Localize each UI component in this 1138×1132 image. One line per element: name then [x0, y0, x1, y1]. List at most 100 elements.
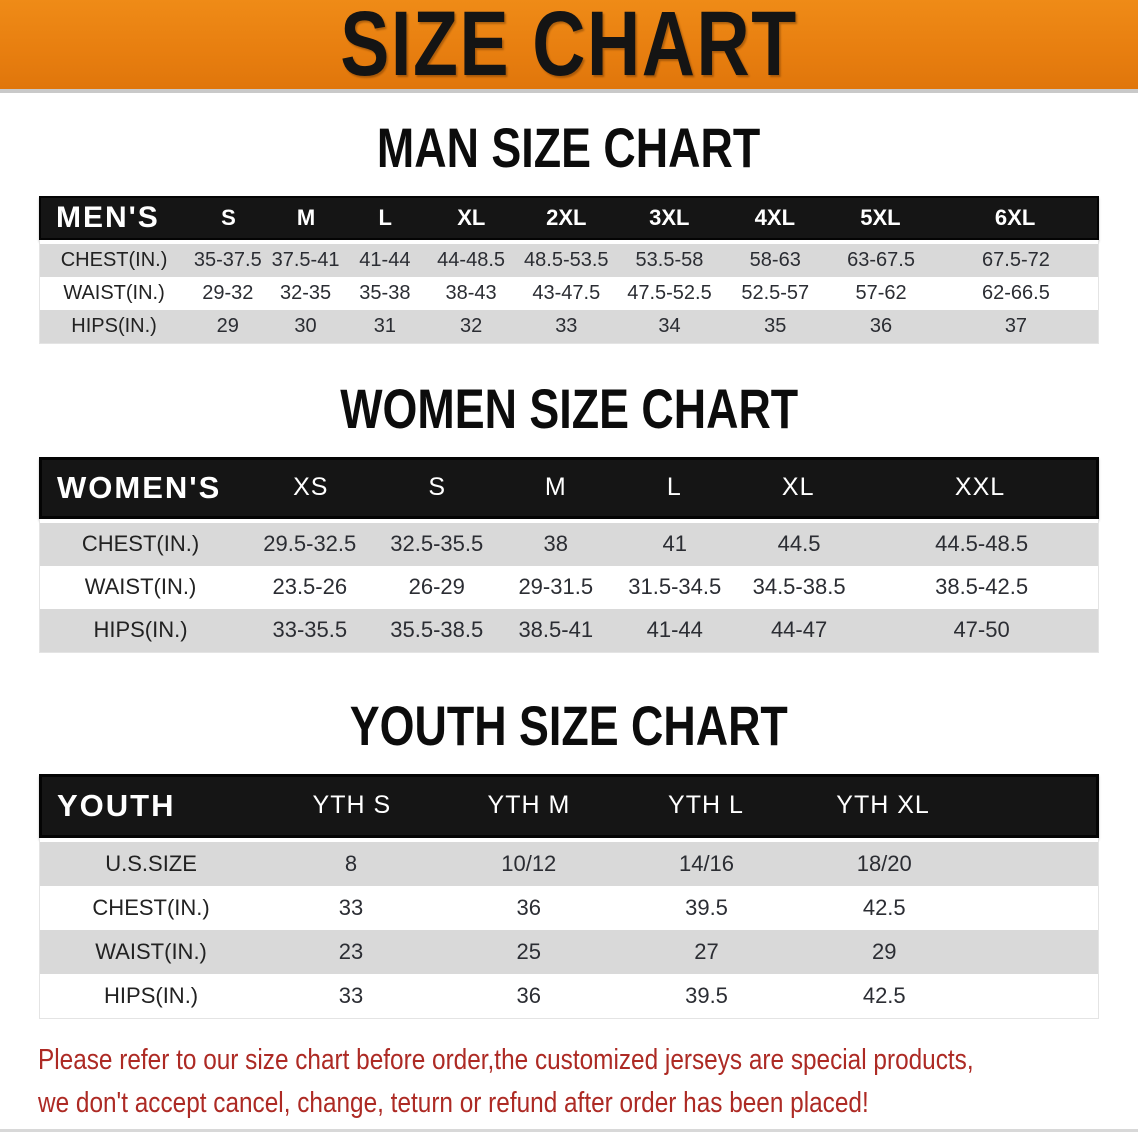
measurement-row-label: CHEST(IN.): [60, 248, 168, 271]
measurement-cell: 29: [872, 938, 897, 964]
measurement-cell: 38: [543, 531, 568, 557]
youth-table-header-row: YOUTH YTH S YTH M YTH L YTH XL: [39, 773, 1099, 838]
measurement-cell: 62-66.5: [982, 281, 1050, 304]
women-size-section: WOMEN SIZE CHART WOMEN'S XS S M L XL XXL CHEST…: [0, 376, 1138, 653]
measurement-cell: 10/12: [501, 850, 557, 876]
table-row: WAIST(IN.) 23 25 27 29: [40, 929, 1098, 974]
table-row: HIPS(IN.) 33-35.5 35.5-38.5 38.5-41 41-44 44-…: [40, 608, 1098, 652]
measurement-cell: 33: [555, 314, 578, 337]
disclaimer-line-2: we don't accept cancel, change, teturn o…: [38, 1087, 869, 1120]
measurement-row-label: CHEST(IN.): [92, 894, 210, 920]
measurement-cell: 25: [516, 938, 542, 964]
measurement-cell: 32: [459, 314, 483, 337]
measurement-cell: 35-37.5: [193, 248, 262, 271]
measurement-cell: 36: [869, 314, 893, 337]
page-title: SIZE CHART: [340, 0, 798, 96]
measurement-cell: 44.5: [777, 531, 821, 557]
size-column-header: 5XL: [860, 204, 901, 230]
measurement-cell: 53.5-58: [635, 248, 704, 271]
measurement-cell: 44-48.5: [437, 248, 506, 271]
table-group-label: MEN'S: [56, 200, 160, 234]
size-column-header: S: [428, 473, 447, 502]
table-row: HIPS(IN.) 29 30 31 32 33 34 35 36 37: [40, 309, 1098, 343]
measurement-cell: 33-35.5: [272, 617, 348, 643]
measurement-cell: 58-63: [749, 248, 801, 271]
women-table-body: CHEST(IN.) 29.5-32.5 32.5-35.5 38 41 44.5 44.5…: [39, 518, 1099, 653]
measurement-cell: 33: [338, 894, 364, 920]
size-column-header: M: [296, 204, 316, 230]
measurement-cell: 44-47: [770, 617, 828, 643]
measurement-cell: 42.5: [862, 894, 906, 920]
size-column-header: XXL: [954, 473, 1006, 502]
measurement-cell: 57-62: [855, 281, 907, 304]
size-column-header: XS: [293, 473, 329, 502]
measurement-cell: 23: [338, 938, 364, 964]
measurement-cell: 18/20: [856, 850, 912, 876]
women-size-table: WOMEN'S XS S M L XL XXL CHEST(IN.) 29.5-32.5 32.…: [39, 456, 1099, 653]
table-row: CHEST(IN.) 29.5-32.5 32.5-35.5 38 41 44.5 44.5…: [40, 522, 1098, 566]
measurement-row-label: HIPS(IN.): [93, 617, 188, 643]
size-column-header: YTH S: [312, 791, 392, 820]
men-size-table: MEN'S S M L XL 2XL 3XL 4XL 5XL 6XL CHEST(IN.) 35-3…: [39, 195, 1099, 344]
measurement-cell: 26-29: [408, 574, 465, 600]
size-column-header: XL: [781, 473, 815, 502]
size-column-header: 2XL: [546, 204, 587, 230]
table-row: WAIST(IN.) 23.5-26 26-29 29-31.5 31.5-34.5 34…: [40, 565, 1098, 609]
measurement-cell: 41-44: [646, 617, 703, 643]
size-column-header: YTH M: [487, 791, 571, 820]
size-column-header: 4XL: [754, 204, 796, 230]
measurement-cell: 34.5-38.5: [752, 574, 846, 600]
measurement-cell: 14/16: [678, 850, 735, 876]
size-column-header: XL: [457, 204, 486, 230]
youth-table-body: U.S.SIZE 8 10/12 14/16 18/20 CHEST(IN.) 33 36 39…: [39, 837, 1099, 1019]
measurement-cell: 39.5: [685, 982, 728, 1008]
measurement-row-label: WAIST(IN.): [84, 574, 197, 600]
measurement-cell: 38.5-42.5: [935, 574, 1029, 600]
youth-size-table: YOUTH YTH S YTH M YTH L YTH XL U.S.SIZE 8 10/1…: [39, 773, 1099, 1019]
measurement-cell: 33: [338, 982, 364, 1008]
men-section-title: MAN SIZE CHART: [377, 116, 761, 179]
measurement-cell: 38-43: [445, 281, 497, 304]
measurement-cell: 32-35: [279, 281, 332, 304]
measurement-cell: 44.5-48.5: [935, 531, 1029, 557]
measurement-cell: 23.5-26: [272, 574, 348, 600]
measurement-cell: 48.5-53.5: [524, 248, 609, 271]
youth-size-section: YOUTH SIZE CHART YOUTH YTH S YTH M YTH L YTH…: [0, 693, 1138, 1019]
measurement-cell: 29: [216, 314, 239, 337]
measurement-cell: 37.5-41: [271, 248, 340, 271]
size-chart-banner: SIZE CHART: [0, 0, 1138, 93]
table-row: HIPS(IN.) 33 36 39.5 42.5: [40, 973, 1098, 1018]
women-section-title: WOMEN SIZE CHART: [340, 376, 798, 440]
measurement-row-label: CHEST(IN.): [81, 531, 200, 557]
disclaimer-line-1: Please refer to our size chart before or…: [38, 1043, 974, 1076]
table-group-label: YOUTH: [57, 787, 176, 823]
measurement-cell: 39.5: [685, 894, 728, 920]
size-column-header: 6XL: [994, 204, 1036, 230]
size-column-header: M: [544, 473, 567, 502]
measurement-cell: 8: [344, 850, 358, 876]
measurement-cell: 30: [294, 314, 317, 337]
table-group-label: WOMEN'S: [57, 469, 222, 505]
size-column-header: YTH XL: [836, 791, 930, 820]
size-column-header: S: [221, 204, 236, 230]
measurement-cell: 34: [658, 314, 681, 337]
size-column-header: L: [666, 473, 682, 502]
men-size-section: MAN SIZE CHART MEN'S S M L XL 2XL 3XL 4XL 5XL 6XL…: [0, 120, 1138, 344]
measurement-row-label: U.S.SIZE: [105, 850, 197, 876]
youth-section-title: YOUTH SIZE CHART: [349, 693, 789, 757]
measurement-cell: 29.5-32.5: [263, 531, 357, 557]
table-row: CHEST(IN.) 33 36 39.5 42.5: [40, 885, 1098, 930]
measurement-cell: 41-44: [359, 248, 411, 271]
measurement-cell: 41: [662, 531, 687, 557]
table-row: CHEST(IN.) 35-37.5 37.5-41 41-44 44-48.5 48.5…: [40, 243, 1098, 277]
measurement-cell: 31: [373, 314, 396, 337]
measurement-cell: 32.5-35.5: [390, 531, 484, 557]
measurement-cell: 47.5-52.5: [627, 281, 712, 304]
measurement-cell: 52.5-57: [741, 281, 810, 304]
measurement-row-label: HIPS(IN.): [71, 314, 157, 337]
men-table-body: CHEST(IN.) 35-37.5 37.5-41 41-44 44-48.5 48.5…: [39, 239, 1099, 344]
table-row: WAIST(IN.) 29-32 32-35 35-38 38-43 43-47.5 47.…: [40, 276, 1098, 310]
measurement-cell: 35-38: [359, 281, 411, 304]
table-row: U.S.SIZE 8 10/12 14/16 18/20: [40, 841, 1098, 886]
measurement-row-label: WAIST(IN.): [95, 938, 207, 964]
